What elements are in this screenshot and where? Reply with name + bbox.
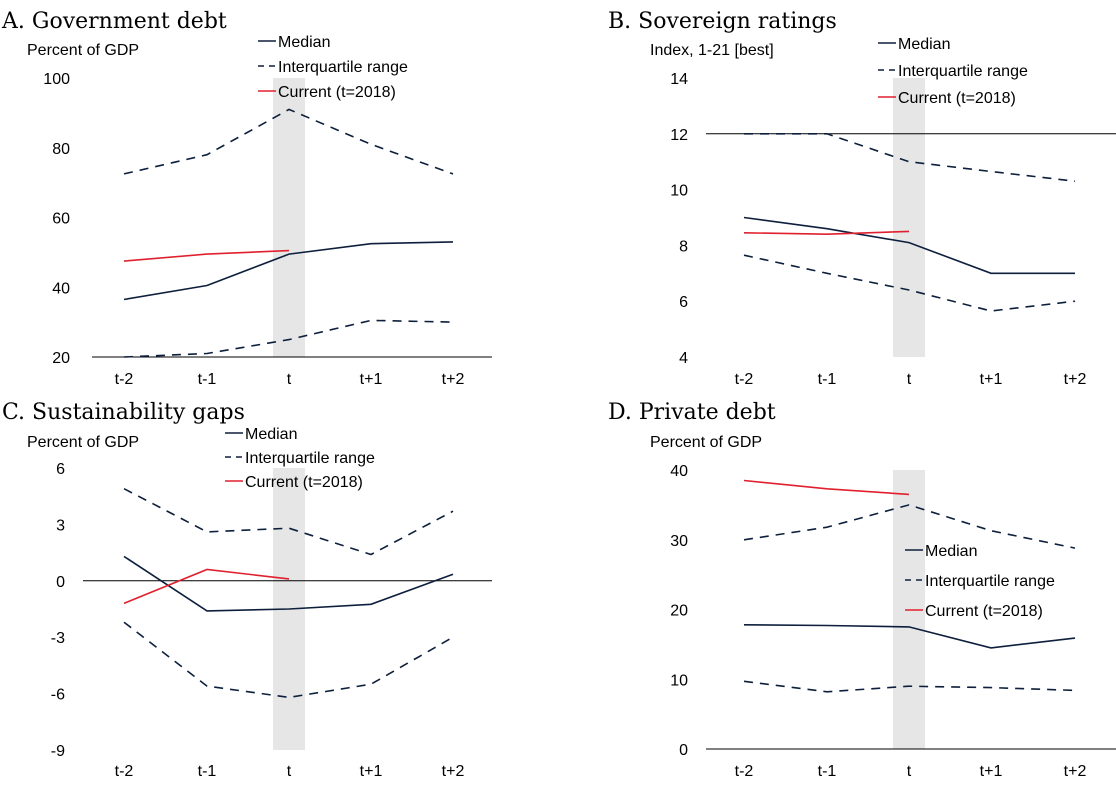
panel-government-debt: A. Government debt Percent of GDP 20 40 60… — [1, 9, 492, 388]
legend-label-median: Median — [245, 426, 297, 443]
panel-private-debt: D. Private debt Percent of GDP 0 10 20 30 40… — [608, 400, 1116, 780]
legend-label-current-t-2018: Current (t=2018) — [278, 84, 396, 101]
y-tick-label: 80 — [52, 141, 70, 158]
y-tick-label: 40 — [670, 463, 688, 480]
series-line-interquartile-range-lower-2 — [123, 621, 454, 699]
x-tick-label: t+2 — [442, 371, 465, 388]
legend-label-interquartile-range: Interquartile range — [278, 59, 408, 76]
x-tick-label: t — [907, 763, 912, 780]
panel-sustainability-gaps: C. Sustainability gaps Percent of GDP -9… — [2, 400, 492, 780]
x-tick-label: t+1 — [980, 371, 1003, 388]
panel-title: C. Sustainability gaps — [2, 400, 245, 425]
series-line-interquartile-range-1 — [123, 108, 454, 175]
y-tick-label: 60 — [52, 211, 70, 228]
x-tick-label: t+1 — [360, 371, 383, 388]
y-unit-label: Percent of GDP — [650, 434, 762, 451]
series-line-current-t-2018-3 — [123, 249, 290, 262]
panel-title: A. Government debt — [1, 9, 227, 34]
y-unit-label: Percent of GDP — [27, 434, 139, 451]
legend: Median Interquartile range Current (t=2018… — [878, 36, 1028, 107]
legend-label-current-t-2018: Current (t=2018) — [898, 90, 1016, 107]
x-tick-label: t+1 — [980, 763, 1003, 780]
x-tick-label: t+1 — [360, 763, 383, 780]
x-tick-label: t-2 — [735, 371, 754, 388]
legend-label-interquartile-range: Interquartile range — [245, 450, 375, 467]
x-tick-label: t — [907, 371, 912, 388]
legend-label-interquartile-range: Interquartile range — [925, 573, 1055, 590]
x-tick-label: t-2 — [115, 371, 134, 388]
panel-title: D. Private debt — [608, 400, 776, 425]
series-line-interquartile-range-1 — [744, 133, 1076, 182]
series-line-interquartile-range-1 — [743, 504, 1076, 549]
y-tick-label: 0 — [679, 742, 688, 759]
y-tick-label: 6 — [56, 461, 65, 478]
x-tick-label: t+2 — [442, 763, 465, 780]
x-tick-label: t — [287, 371, 292, 388]
legend-label-current-t-2018: Current (t=2018) — [245, 474, 363, 491]
series-line-interquartile-range-lower-2 — [743, 680, 1076, 693]
series-line-median-0 — [743, 624, 1076, 649]
series-line-median-0 — [123, 241, 454, 301]
y-tick-label: 100 — [43, 71, 70, 88]
series-line-interquartile-range-lower-2 — [123, 319, 454, 358]
y-tick-label: 6 — [679, 294, 688, 311]
series-line-current-t-2018-3 — [743, 230, 910, 236]
shaded-band — [893, 78, 925, 357]
y-tick-label: 10 — [670, 672, 688, 689]
y-tick-label: 20 — [670, 603, 688, 620]
y-tick-label: 0 — [56, 574, 65, 591]
x-tick-label: t-2 — [115, 763, 134, 780]
series-line-current-t-2018-3 — [123, 568, 290, 605]
y-tick-label: -3 — [51, 630, 65, 647]
x-tick-label: t-1 — [198, 371, 217, 388]
y-tick-label: 8 — [679, 238, 688, 255]
series-line-median-0 — [123, 555, 454, 612]
y-tick-label: 10 — [670, 183, 688, 200]
x-tick-label: t — [287, 763, 292, 780]
x-tick-label: t+2 — [1064, 763, 1087, 780]
legend-label-median: Median — [898, 36, 950, 53]
legend: Median Interquartile range Current (t=2018… — [905, 543, 1055, 620]
panel-sovereign-ratings: B. Sovereign ratings Index, 1-21 [best] … — [608, 9, 1116, 388]
x-tick-label: t-2 — [735, 763, 754, 780]
legend-label-median: Median — [278, 34, 330, 51]
series-line-current-t-2018-3 — [743, 479, 910, 496]
legend: Median Interquartile range Current (t=2018… — [258, 34, 408, 101]
legend-label-current-t-2018: Current (t=2018) — [925, 603, 1043, 620]
y-tick-label: 14 — [670, 71, 688, 88]
y-unit-label: Percent of GDP — [27, 42, 139, 59]
y-tick-label: 30 — [670, 533, 688, 550]
y-tick-label: 4 — [679, 350, 688, 367]
x-tick-label: t-1 — [198, 763, 217, 780]
panel-title: B. Sovereign ratings — [608, 9, 837, 34]
legend-label-interquartile-range: Interquartile range — [898, 63, 1028, 80]
legend: Median Interquartile range Current (t=2018… — [225, 426, 375, 491]
y-tick-label: -6 — [51, 687, 65, 704]
series-line-interquartile-range-lower-2 — [743, 254, 1076, 312]
x-tick-label: t+2 — [1064, 371, 1087, 388]
y-tick-label: 40 — [52, 280, 70, 297]
series-line-median-0 — [743, 216, 1075, 275]
y-unit-label: Index, 1-21 [best] — [650, 42, 774, 59]
x-tick-label: t-1 — [818, 371, 837, 388]
shaded-band — [273, 78, 305, 357]
y-tick-label: 12 — [670, 127, 688, 144]
x-tick-label: t-1 — [818, 763, 837, 780]
legend-label-median: Median — [925, 543, 977, 560]
y-tick-label: 20 — [52, 350, 70, 367]
series-line-interquartile-range-1 — [123, 487, 454, 556]
y-tick-label: 3 — [56, 517, 65, 534]
y-tick-label: -9 — [51, 743, 65, 760]
